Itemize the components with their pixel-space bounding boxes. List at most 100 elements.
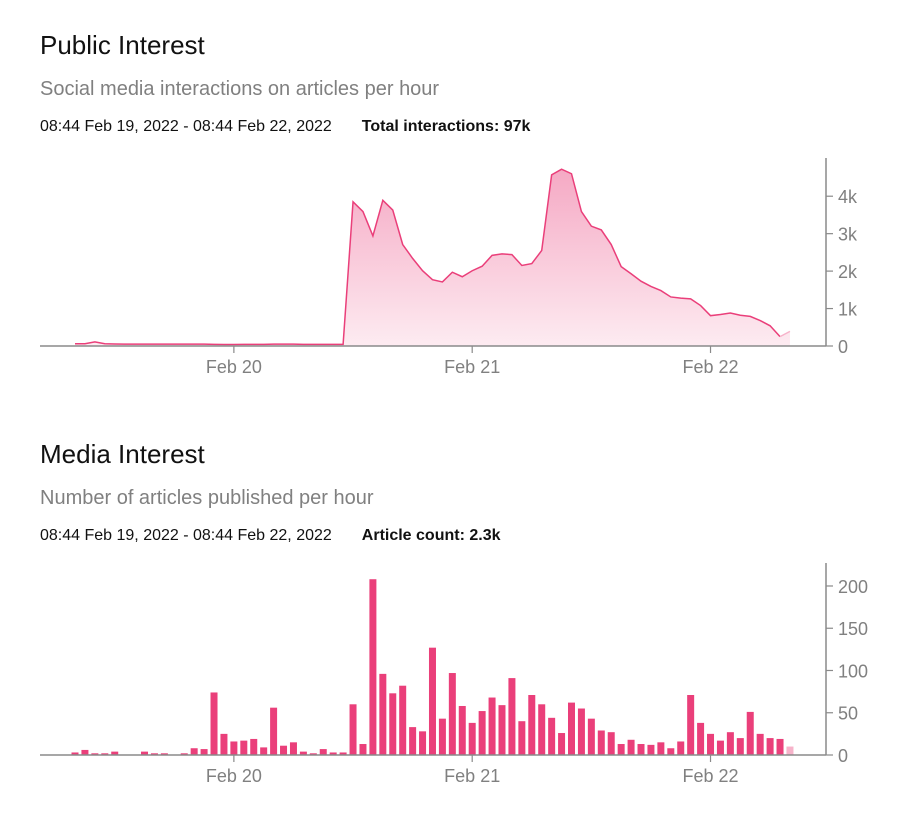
bar: [448, 673, 456, 755]
y-tick-label: 1k: [838, 300, 858, 320]
bar: [389, 693, 397, 755]
bar: [359, 744, 367, 755]
bar: [697, 722, 705, 755]
bar: [786, 746, 794, 755]
bar: [428, 647, 436, 755]
bar: [548, 717, 556, 755]
bar: [677, 741, 685, 755]
bar: [746, 711, 754, 755]
bar: [776, 738, 784, 755]
bar: [309, 753, 317, 755]
bar: [766, 738, 774, 755]
x-tick-label: Feb 20: [206, 766, 262, 786]
bar: [101, 753, 109, 755]
area-fill: [75, 169, 790, 346]
bar: [478, 711, 486, 755]
bar: [240, 740, 248, 755]
series-line-partial: [779, 330, 791, 338]
x-tick-label: Feb 22: [682, 766, 738, 786]
bar: [280, 745, 288, 755]
bar: [329, 752, 337, 755]
bar: [299, 751, 307, 755]
y-tick-label: 0: [838, 337, 848, 357]
bar: [150, 753, 158, 755]
bar: [250, 738, 258, 755]
y-tick-label: 2k: [838, 262, 858, 282]
bar: [220, 733, 228, 755]
bar: [657, 742, 665, 755]
bar: [597, 730, 605, 755]
x-tick-label: Feb 20: [206, 357, 262, 377]
bar: [260, 747, 268, 755]
bar: [488, 697, 496, 755]
bar: [707, 733, 715, 755]
bar: [607, 732, 615, 755]
y-tick-label: 100: [838, 661, 868, 681]
bar: [587, 718, 595, 755]
bar: [518, 721, 526, 755]
bar: [498, 705, 506, 755]
bar: [349, 704, 357, 755]
bar: [458, 705, 466, 755]
date-range: 08:44 Feb 19, 2022 - 08:44 Feb 22, 2022: [40, 527, 332, 544]
bar: [568, 702, 575, 755]
bar: [617, 744, 625, 755]
bar: [210, 692, 218, 755]
bar: [508, 678, 516, 755]
bar: [270, 707, 278, 755]
public-interest-title: Public Interest: [40, 30, 205, 60]
bar: [71, 752, 79, 755]
public-interest-meta: 08:44 Feb 19, 2022 - 08:44 Feb 22, 2022 T…: [40, 118, 530, 136]
y-tick-label: 150: [838, 619, 868, 639]
bar: [736, 738, 744, 755]
date-range: 08:44 Feb 19, 2022 - 08:44 Feb 22, 2022: [40, 118, 332, 135]
bar: [319, 749, 327, 755]
bar: [141, 751, 149, 755]
media-interest-meta: 08:44 Feb 19, 2022 - 08:44 Feb 22, 2022 A…: [40, 527, 500, 545]
bar: [379, 673, 387, 755]
bar: [200, 749, 208, 755]
bar: [647, 744, 655, 755]
bar: [289, 742, 297, 755]
series-line: [75, 168, 781, 346]
bar: [558, 733, 566, 755]
x-tick-label: Feb 22: [682, 357, 738, 377]
bar: [111, 751, 119, 755]
bar: [230, 741, 238, 755]
total-interactions: Total interactions: 97k: [361, 118, 531, 135]
y-tick-label: 3k: [838, 225, 858, 245]
bar: [468, 722, 476, 755]
bar: [438, 718, 446, 755]
bar: [409, 727, 417, 755]
bar: [180, 753, 188, 755]
y-tick-label: 4k: [838, 187, 858, 207]
bar: [190, 748, 198, 755]
bar: [667, 748, 675, 755]
article-count: Article count: 2.3k: [361, 527, 501, 544]
bar: [577, 708, 585, 755]
bar: [538, 704, 546, 755]
x-tick-label: Feb 21: [444, 357, 500, 377]
bar: [528, 695, 536, 755]
y-tick-label: 200: [838, 577, 868, 597]
bar: [91, 753, 99, 755]
bar: [399, 685, 407, 755]
bar: [726, 732, 734, 755]
bar: [756, 733, 764, 755]
bar: [339, 752, 347, 755]
bar: [716, 740, 724, 755]
media-interest-title: Media Interest: [40, 439, 205, 469]
bar: [627, 739, 635, 755]
bar: [637, 744, 645, 755]
bar: [419, 731, 427, 755]
bar: [369, 579, 377, 755]
bar: [687, 695, 695, 755]
bar: [81, 749, 89, 755]
x-tick-label: Feb 21: [444, 766, 500, 786]
y-tick-label: 0: [838, 746, 848, 766]
media-interest-subtitle: Number of articles published per hour: [40, 487, 374, 509]
bar: [160, 753, 168, 755]
y-tick-label: 50: [838, 704, 858, 724]
